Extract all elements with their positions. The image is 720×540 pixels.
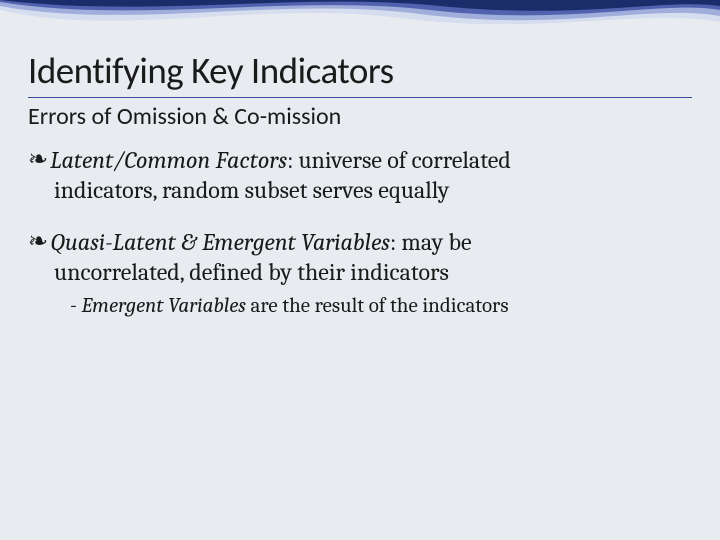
bullet-item: ❧ Latent/Common Factors: universe of cor… <box>28 145 692 205</box>
bullet-text-line1: Quasi-Latent & Emergent Variables: may b… <box>50 227 471 257</box>
sub-bullet-text: - Emergent Variables are the result of t… <box>70 293 692 320</box>
slide-subtitle: Errors of Omission & Co-mission <box>28 102 692 131</box>
bullet-icon: ❧ <box>28 227 48 257</box>
bullet-text-line1: Latent/Common Factors: universe of corre… <box>50 145 511 175</box>
bullet-item: ❧ Quasi-Latent & Emergent Variables: may… <box>28 227 692 320</box>
bullet-text-line2: uncorrelated, defined by their indicator… <box>54 257 692 287</box>
slide-title: Identifying Key Indicators <box>28 48 692 98</box>
slide-content: Identifying Key Indicators Errors of Omi… <box>28 48 692 342</box>
bullet-text-line2: indicators, random subset serves equally <box>54 175 692 205</box>
bullet-icon: ❧ <box>28 145 48 175</box>
